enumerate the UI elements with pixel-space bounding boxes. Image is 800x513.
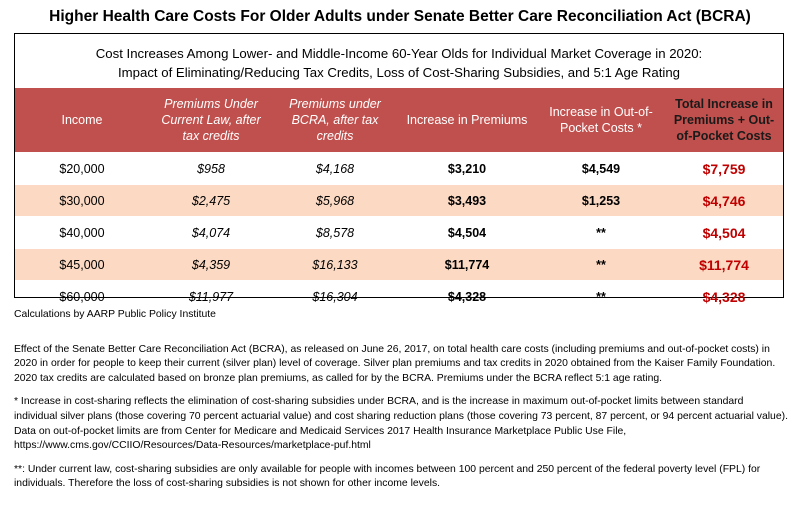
cell-increase-oop: ** [537,248,665,281]
table-row: $30,000 $2,475 $5,968 $3,493 $1,253 $4,7… [15,184,783,217]
cell-total-increase: $4,504 [665,216,783,249]
cell-increase-premiums: $4,504 [397,216,537,249]
double-star-footnote: **: Under current law, cost-sharing subs… [14,463,761,490]
source-note: Calculations by AARP Public Policy Insti… [14,309,216,320]
effect-note: Effect of the Senate Better Care Reconci… [14,343,776,384]
cell-premiums-bcra: $16,304 [273,280,397,312]
cell-premiums-current: $4,359 [149,248,273,281]
cell-increase-oop: $1,253 [537,184,665,217]
cell-increase-oop: $4,549 [537,152,665,185]
cell-premiums-bcra: $8,578 [273,216,397,249]
cell-premiums-current: $2,475 [149,184,273,217]
col-header-increase-premiums: Increase in Premiums [397,88,537,153]
cell-premiums-current: $4,074 [149,216,273,249]
col-header-premiums-bcra: Premiums under BCRA, after tax credits [273,88,397,153]
table-row: $20,000 $958 $4,168 $3,210 $4,549 $7,759 [15,152,783,185]
footnotes: Calculations by AARP Public Policy Insti… [14,308,788,501]
cell-premiums-current: $11,977 [149,280,273,312]
page-title: Higher Health Care Costs For Older Adult… [49,8,751,25]
star-footnote: * Increase in cost-sharing reflects the … [14,396,788,452]
table-subtitle: Cost Increases Among Lower- and Middle-I… [15,44,783,82]
subtitle-line-2: Impact of Eliminating/Reducing Tax Credi… [118,65,680,80]
cell-premiums-bcra: $5,968 [273,184,397,217]
cell-income: $30,000 [15,184,149,217]
cell-income: $60,000 [15,280,149,312]
table-row: $60,000 $11,977 $16,304 $4,328 ** $4,328 [15,280,783,312]
cell-total-increase: $4,746 [665,184,783,217]
cell-increase-oop: ** [537,216,665,249]
cell-total-increase: $7,759 [665,152,783,185]
cell-increase-premiums: $11,774 [397,248,537,281]
table-frame: Cost Increases Among Lower- and Middle-I… [14,33,784,312]
subtitle-line-1: Cost Increases Among Lower- and Middle-I… [95,46,703,61]
cell-premiums-bcra: $4,168 [273,152,397,185]
col-header-increase-oop: Increase in Out-of-Pocket Costs * [537,88,665,153]
header-row: Income Premiums Under Current Law, after… [15,88,783,153]
col-header-premiums-current: Premiums Under Current Law, after tax cr… [149,88,273,153]
table-row: $40,000 $4,074 $8,578 $4,504 ** $4,504 [15,216,783,249]
cell-total-increase: $4,328 [665,280,783,312]
cell-premiums-bcra: $16,133 [273,248,397,281]
cell-increase-premiums: $3,493 [397,184,537,217]
cell-increase-premiums: $4,328 [397,280,537,312]
col-header-income: Income [15,88,149,153]
cell-income: $45,000 [15,248,149,281]
table-row: $45,000 $4,359 $16,133 $11,774 ** $11,77… [15,248,783,281]
cell-income: $20,000 [15,152,149,185]
cell-premiums-current: $958 [149,152,273,185]
cell-income: $40,000 [15,216,149,249]
cell-increase-premiums: $3,210 [397,152,537,185]
col-header-total-increase: Total Increase in Premiums + Out-of-Pock… [665,88,783,153]
cell-increase-oop: ** [537,280,665,312]
cell-total-increase: $11,774 [665,248,783,281]
cost-table: Income Premiums Under Current Law, after… [15,88,783,312]
